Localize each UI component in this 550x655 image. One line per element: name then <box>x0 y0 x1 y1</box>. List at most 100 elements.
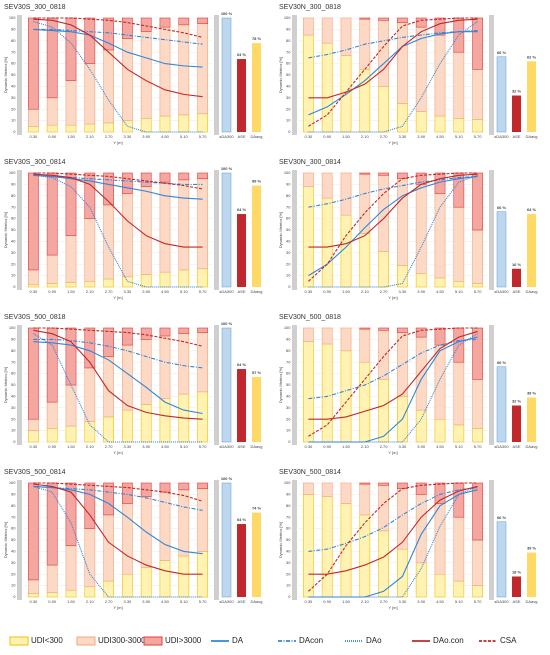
udi-bar <box>65 172 77 237</box>
summary-label: ASE <box>237 289 245 294</box>
x-axis-label: Y [m] <box>388 605 397 610</box>
x-tick-label: 1.50 <box>67 289 76 294</box>
y-tick-label: 50 <box>286 382 291 387</box>
summary-label: sDA300 <box>219 599 234 604</box>
y-tick-label: 20 <box>11 106 16 111</box>
udi-bar <box>415 409 427 443</box>
summary-label: DAavg <box>525 599 537 604</box>
summary-label: sDA300 <box>494 289 509 294</box>
summary-value: 100 % <box>221 11 233 16</box>
udi-bar <box>103 356 114 418</box>
x-tick-label: 1.50 <box>67 134 76 139</box>
metric-line <box>33 327 203 347</box>
y-tick-label: 40 <box>11 393 16 398</box>
x-tick-label: 2.10 <box>86 289 95 294</box>
x-tick-label: 5.10 <box>180 444 189 449</box>
udi-bar <box>340 482 352 504</box>
udi-bar <box>472 119 483 133</box>
y-tick-label: 70 <box>286 204 291 209</box>
udi-bar <box>434 327 446 346</box>
x-tick-label: 2.70 <box>380 289 389 294</box>
udi-bar <box>65 235 77 283</box>
udi-bar <box>84 367 96 422</box>
udi-bar <box>397 172 408 179</box>
udi-bar <box>46 97 58 126</box>
udi-bar <box>28 269 39 286</box>
metric-line <box>33 28 203 45</box>
metric-line <box>308 482 478 592</box>
y-axis-label: Dynamic Metrics [%] <box>3 212 8 248</box>
udi-bar <box>303 34 314 133</box>
summary-label: sDA300 <box>219 134 234 139</box>
panel-title: SEV30N_500_0818 <box>279 314 341 321</box>
metric-line <box>33 174 203 200</box>
summary-bar <box>221 172 232 288</box>
udi-bar <box>65 425 77 443</box>
x-axis-label: Y [m] <box>113 605 122 610</box>
legend-label: DAo <box>366 636 382 645</box>
udi-bar <box>321 17 333 44</box>
udi-bar <box>303 327 314 342</box>
x-tick-label: 3.30 <box>399 289 408 294</box>
metric-line <box>33 483 203 575</box>
udi-bar <box>397 17 408 23</box>
udi-bar <box>397 22 408 104</box>
x-tick-label: 0.90 <box>323 289 332 294</box>
y-tick-label: 0 <box>288 439 291 444</box>
panel-title: SEV30S_500_0818 <box>4 314 66 321</box>
metric-line <box>33 20 203 133</box>
y-tick-label: 30 <box>286 250 291 255</box>
udi-bar <box>397 548 408 598</box>
legend-label: UDI300-3000 <box>98 636 146 645</box>
panel: SEV30N_300_0814 0 10 20 30 40 50 60 70 80 90 100 Dyn… <box>278 159 537 300</box>
y-tick-label: 50 <box>286 227 291 232</box>
udi-bar <box>359 328 371 363</box>
udi-bar <box>434 34 446 117</box>
metric-line <box>33 485 203 598</box>
wall <box>17 480 22 600</box>
summary-bar <box>252 185 261 287</box>
udi-bar <box>415 111 427 133</box>
udi-bar <box>178 114 190 133</box>
udi-bar <box>140 31 152 119</box>
udi-bar <box>84 421 96 443</box>
metric-line <box>33 482 203 502</box>
x-axis-label: Y [m] <box>113 295 122 300</box>
y-tick-label: 60 <box>11 216 16 221</box>
udi-bar <box>28 579 39 594</box>
panel-title: SEV30N_300_0814 <box>279 159 341 166</box>
summary-bar <box>512 268 521 287</box>
udi-bar <box>178 555 190 598</box>
x-tick-label: 5.10 <box>180 599 189 604</box>
summary-label: sDA300 <box>494 599 509 604</box>
udi-bar <box>46 283 58 288</box>
udi-bar <box>178 179 190 271</box>
y-tick-label: 60 <box>286 61 291 66</box>
udi-bar <box>140 186 152 275</box>
udi-bar <box>321 197 333 288</box>
x-tick-label: 0.30 <box>30 444 39 449</box>
udi-bar <box>378 329 389 380</box>
udi-bar <box>303 172 314 187</box>
x-tick-label: 1.50 <box>342 289 351 294</box>
y-tick-label: 10 <box>11 273 16 278</box>
wall <box>489 15 494 135</box>
udi-bar <box>303 186 314 288</box>
legend-label: UDI>3000 <box>165 636 202 645</box>
udi-bar <box>453 516 465 582</box>
udi-bar <box>28 418 39 431</box>
udi-bar <box>340 350 352 443</box>
y-tick-label: 10 <box>11 118 16 123</box>
udi-bar <box>28 430 39 443</box>
summary-value: 100 % <box>221 476 233 481</box>
udi-bar <box>28 284 39 288</box>
x-axis-label: Y [m] <box>388 140 397 145</box>
y-tick-label: 70 <box>11 49 16 54</box>
y-tick-label: 40 <box>286 83 291 88</box>
x-tick-label: 5.10 <box>455 599 464 604</box>
summary-bar <box>221 482 232 598</box>
y-tick-label: 30 <box>286 95 291 100</box>
udi-bar <box>103 278 114 288</box>
udi-bar <box>122 172 133 194</box>
y-tick-label: 0 <box>288 284 291 289</box>
